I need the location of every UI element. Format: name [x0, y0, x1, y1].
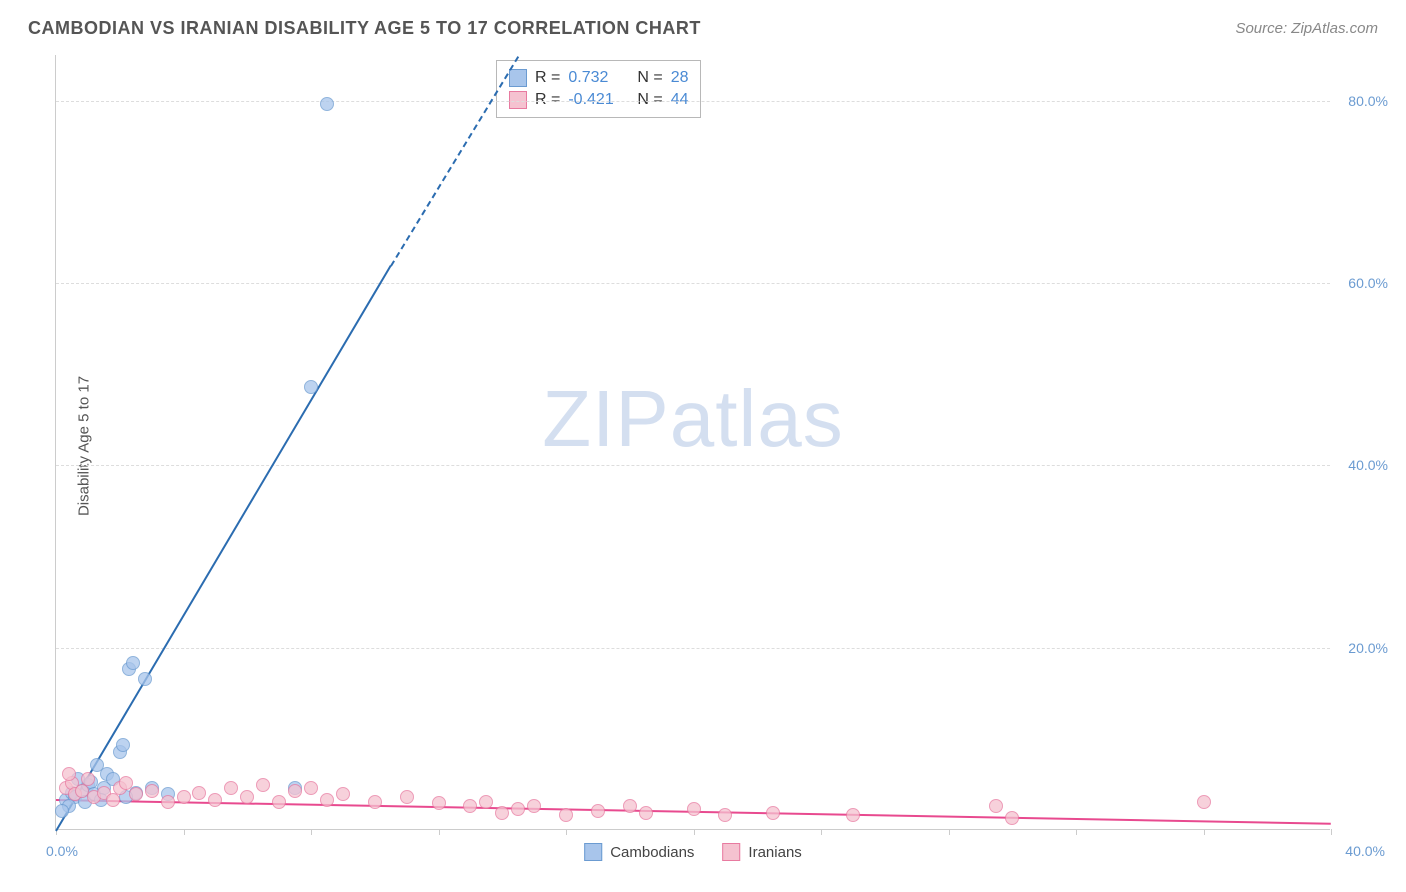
series-legend: Cambodians Iranians: [584, 843, 802, 861]
r-value: 0.732: [568, 69, 623, 87]
data-point: [116, 738, 130, 752]
correlation-legend-box: R = 0.732N = 28R = -0.421N = 44: [496, 60, 701, 118]
data-point: [463, 799, 477, 813]
ytick-label: 80.0%: [1338, 93, 1388, 109]
data-point: [511, 802, 525, 816]
data-point: [718, 808, 732, 822]
n-value: 28: [671, 69, 689, 87]
gridline: [56, 283, 1330, 284]
legend-item: Cambodians: [584, 843, 694, 861]
data-point: [320, 97, 334, 111]
data-point: [81, 772, 95, 786]
data-point: [90, 758, 104, 772]
xtick: [566, 829, 567, 835]
data-point: [846, 808, 860, 822]
source-label: Source: ZipAtlas.com: [1235, 20, 1378, 37]
data-point: [138, 672, 152, 686]
data-point: [177, 790, 191, 804]
xtick: [1076, 829, 1077, 835]
data-point: [256, 778, 270, 792]
xtick: [694, 829, 695, 835]
legend-swatch: [509, 69, 527, 87]
legend-swatch: [584, 843, 602, 861]
data-point: [126, 656, 140, 670]
data-point: [119, 776, 133, 790]
legend-item: Iranians: [722, 843, 801, 861]
xtick: [949, 829, 950, 835]
data-point: [639, 806, 653, 820]
ytick-label: 20.0%: [1338, 640, 1388, 656]
data-point: [288, 784, 302, 798]
chart-plot-area: ZIPatlas 0.0% 40.0% CambodiansIranians R…: [55, 55, 1330, 830]
n-label: N =: [637, 69, 662, 87]
trendline-dashed: [390, 55, 519, 266]
data-point: [432, 796, 446, 810]
data-point: [62, 767, 76, 781]
legend-label: Cambodians: [610, 844, 694, 861]
data-point: [208, 793, 222, 807]
xaxis-min-label: 0.0%: [46, 843, 78, 859]
data-point: [272, 795, 286, 809]
data-point: [161, 795, 175, 809]
xtick: [1331, 829, 1332, 835]
data-point: [192, 786, 206, 800]
data-point: [591, 804, 605, 818]
gridline: [56, 101, 1330, 102]
data-point: [1197, 795, 1211, 809]
data-point: [559, 808, 573, 822]
data-point: [129, 787, 143, 801]
xtick: [184, 829, 185, 835]
xtick: [439, 829, 440, 835]
data-point: [304, 380, 318, 394]
data-point: [766, 806, 780, 820]
data-point: [400, 790, 414, 804]
xtick: [311, 829, 312, 835]
chart-title: CAMBODIAN VS IRANIAN DISABILITY AGE 5 TO…: [28, 18, 701, 39]
data-point: [304, 781, 318, 795]
data-point: [479, 795, 493, 809]
data-point: [368, 795, 382, 809]
data-point: [240, 790, 254, 804]
data-point: [224, 781, 238, 795]
data-point: [623, 799, 637, 813]
legend-swatch: [722, 843, 740, 861]
data-point: [1005, 811, 1019, 825]
legend-label: Iranians: [748, 844, 801, 861]
trendline: [55, 265, 391, 831]
gridline: [56, 465, 1330, 466]
data-point: [336, 787, 350, 801]
chart-header: CAMBODIAN VS IRANIAN DISABILITY AGE 5 TO…: [0, 0, 1406, 47]
legend-row: R = 0.732 N = 28: [509, 67, 688, 89]
data-point: [495, 806, 509, 820]
data-point: [687, 802, 701, 816]
watermark: ZIPatlas: [542, 373, 843, 465]
data-point: [320, 793, 334, 807]
xtick: [1204, 829, 1205, 835]
data-point: [55, 804, 69, 818]
xaxis-max-label: 40.0%: [1345, 843, 1385, 859]
ytick-label: 40.0%: [1338, 457, 1388, 473]
r-label: R =: [535, 69, 560, 87]
gridline: [56, 648, 1330, 649]
xtick: [821, 829, 822, 835]
data-point: [989, 799, 1003, 813]
data-point: [145, 784, 159, 798]
data-point: [527, 799, 541, 813]
ytick-label: 60.0%: [1338, 275, 1388, 291]
